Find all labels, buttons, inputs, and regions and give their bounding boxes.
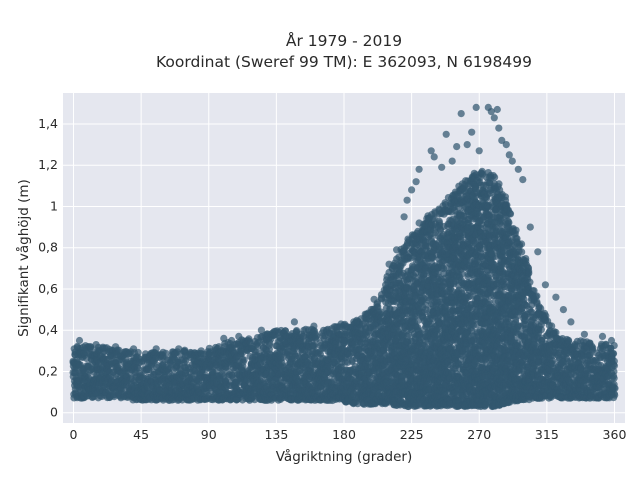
data-point — [239, 358, 247, 366]
data-points — [69, 167, 619, 411]
data-point — [162, 349, 170, 357]
data-point — [237, 347, 245, 355]
data-point — [87, 345, 95, 353]
data-point — [278, 359, 286, 367]
chart-title: År 1979 - 2019 — [286, 31, 402, 50]
chart-subtitle: Koordinat (Sweref 99 TM): E 362093, N 61… — [156, 53, 532, 71]
data-point — [205, 344, 213, 352]
